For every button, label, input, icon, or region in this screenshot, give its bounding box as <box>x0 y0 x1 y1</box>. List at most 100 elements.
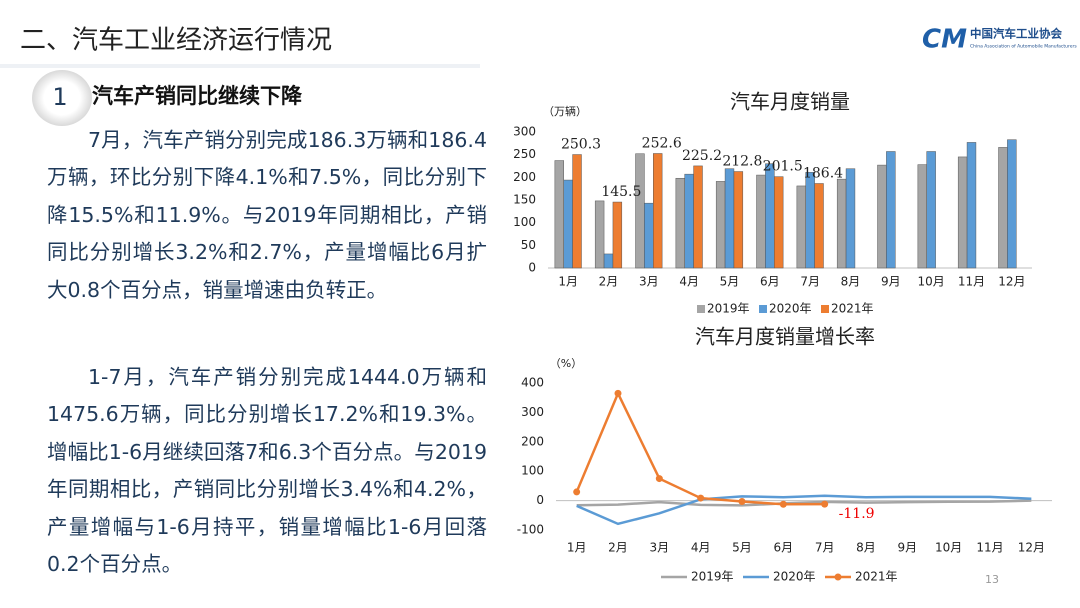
y-tick-label: 300 <box>513 125 536 139</box>
point <box>697 494 705 502</box>
bar <box>603 253 614 269</box>
bar <box>684 173 694 269</box>
bar <box>635 153 645 269</box>
y-tick-label: 150 <box>513 193 536 207</box>
data-label: 250.3 <box>561 137 601 153</box>
y-tick-label: 200 <box>513 170 536 184</box>
data-label: 186.4 <box>803 165 843 181</box>
y-tick-label: 200 <box>521 434 544 448</box>
series-line <box>575 390 825 506</box>
bar <box>554 160 564 269</box>
x-tick-label: 8月 <box>841 275 861 289</box>
header-band <box>0 64 480 68</box>
x-tick-label: 7月 <box>800 275 820 289</box>
bar <box>886 151 896 269</box>
bar <box>715 181 726 269</box>
legend-label: 2020年 <box>773 570 816 584</box>
bar <box>612 201 623 269</box>
x-tick-label: 5月 <box>732 541 752 555</box>
y-tick-label: 100 <box>513 215 536 229</box>
x-tick-label: 11月 <box>976 541 1003 555</box>
point <box>738 498 746 506</box>
x-tick-label: 6月 <box>760 275 780 289</box>
bar <box>998 147 1008 269</box>
section-title: 汽车产销同比继续下降 <box>92 84 303 108</box>
point <box>614 389 622 397</box>
bar <box>572 154 582 269</box>
x-tick-label: 12月 <box>1018 541 1045 555</box>
bar <box>675 177 685 269</box>
point <box>655 475 663 483</box>
x-tick-label: 1月 <box>567 541 587 555</box>
y-tick-label: 0 <box>536 493 544 507</box>
bar <box>845 168 856 269</box>
logo-name: 中国汽车工业协会 <box>970 27 1062 41</box>
header-title: 二、汽车工业经济运行情况 <box>20 26 332 56</box>
x-tick-label: 7月 <box>815 541 835 555</box>
x-tick-label: 1月 <box>558 275 578 289</box>
legend-label: 2019年 <box>707 302 750 316</box>
bar <box>724 168 735 269</box>
series-line <box>576 499 1032 507</box>
x-tick-label: 8月 <box>856 541 876 555</box>
x-tick-label: 2月 <box>599 275 619 289</box>
y-tick-label: 400 <box>521 376 544 390</box>
data-label: 201.5 <box>763 159 803 175</box>
x-tick-label: 4月 <box>691 541 711 555</box>
legend-label: 2020年 <box>769 302 812 316</box>
bar <box>917 164 927 269</box>
paragraph: 7月，汽车产销分别完成186.3万辆和186.4万辆，环比分别下降4.1%和7.… <box>47 128 487 302</box>
logo-en: China Association of Automobile Manufact… <box>970 44 1077 50</box>
chart-title: 汽车月度销量 <box>730 90 850 114</box>
x-tick-label: 9月 <box>881 275 901 289</box>
y-tick-label: 300 <box>521 405 544 419</box>
bar <box>957 156 968 269</box>
legend-label: 2021年 <box>855 570 898 584</box>
data-label: 145.5 <box>601 184 641 200</box>
legend-swatch <box>697 305 705 313</box>
y-tick-label: 0 <box>528 261 536 275</box>
bar <box>926 151 936 269</box>
bar <box>966 142 977 269</box>
x-tick-label: 12月 <box>998 275 1025 289</box>
y-tick-label: -100 <box>517 523 544 537</box>
bar <box>805 172 815 269</box>
data-label: 252.6 <box>642 135 682 151</box>
bar <box>765 163 775 269</box>
bar <box>836 178 847 269</box>
y-tick-label: 50 <box>521 238 536 252</box>
legend-label: 2021年 <box>831 302 874 316</box>
chart-title: 汽车月度销量增长率 <box>695 325 875 349</box>
x-tick-label: 3月 <box>639 275 659 289</box>
bar <box>594 200 605 269</box>
x-tick-label: 2月 <box>608 541 628 555</box>
x-tick-label: 10月 <box>935 541 962 555</box>
bar <box>877 164 887 269</box>
y-axis-label: （%） <box>550 357 582 370</box>
data-label: 225.2 <box>682 148 722 164</box>
data-label: -11.9 <box>839 506 875 522</box>
bar <box>693 165 703 269</box>
series-line <box>576 494 1032 526</box>
bar <box>796 185 806 269</box>
bar <box>814 183 824 269</box>
x-tick-label: 9月 <box>898 541 918 555</box>
bar <box>774 176 784 269</box>
y-axis-label: （万辆） <box>543 104 587 118</box>
point <box>821 500 829 508</box>
logo-mark: CM <box>922 25 967 55</box>
x-tick-label: 11月 <box>958 275 985 289</box>
legend-swatch <box>821 305 829 313</box>
x-tick-label: 3月 <box>650 541 670 555</box>
bar <box>1007 139 1017 269</box>
y-tick-label: 250 <box>513 147 536 161</box>
point <box>573 488 581 496</box>
point <box>779 500 787 508</box>
section-badge <box>32 70 92 126</box>
data-label: 212.8 <box>722 154 762 170</box>
page-number: 13 <box>985 573 999 586</box>
bar <box>733 171 744 269</box>
legend-marker <box>834 573 842 581</box>
